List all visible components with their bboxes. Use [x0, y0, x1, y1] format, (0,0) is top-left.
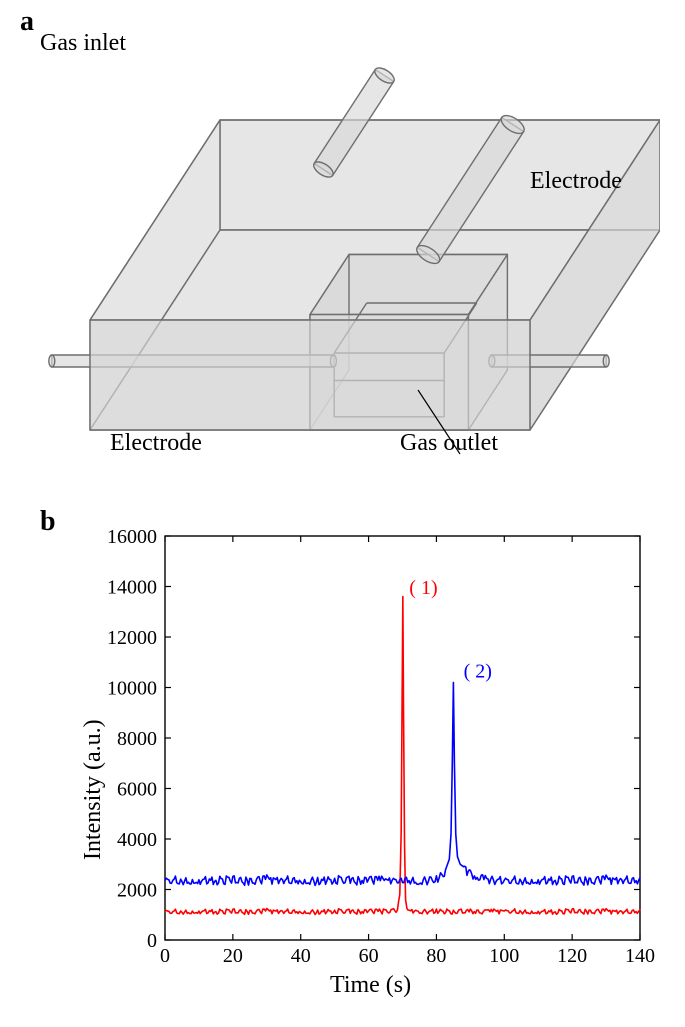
- y-axis-label: Intensity (a.u.): [80, 719, 107, 860]
- svg-text:12000: 12000: [107, 627, 157, 649]
- svg-text:( 2): ( 2): [464, 660, 492, 682]
- svg-text:6000: 6000: [117, 779, 157, 801]
- svg-text:4000: 4000: [117, 829, 157, 851]
- page: { "panel_a": { "label": "a", "label_pos"…: [0, 0, 685, 1027]
- label-electrode-left: Electrode: [110, 430, 202, 457]
- svg-text:10000: 10000: [107, 678, 157, 700]
- svg-text:120: 120: [557, 945, 587, 967]
- x-axis-label: Time (s): [330, 972, 411, 999]
- label-gas-inlet: Gas inlet: [40, 30, 126, 57]
- svg-text:20: 20: [223, 945, 243, 967]
- diagram-3d: [30, 20, 660, 500]
- label-gas-outlet: Gas outlet: [400, 430, 498, 457]
- svg-text:100: 100: [489, 945, 519, 967]
- label-electrode-right: Electrode: [530, 168, 622, 195]
- svg-text:( 1): ( 1): [409, 577, 437, 599]
- svg-text:80: 80: [426, 945, 446, 967]
- svg-text:14000: 14000: [107, 577, 157, 599]
- svg-text:0: 0: [147, 930, 157, 952]
- svg-text:8000: 8000: [117, 728, 157, 750]
- intensity-chart: 0 20 40 60 80 100 120 140 0 2000 4000 6000 8000 10000…: [60, 520, 660, 1000]
- svg-text:60: 60: [359, 945, 379, 967]
- svg-text:0: 0: [160, 945, 170, 967]
- svg-text:2000: 2000: [117, 880, 157, 902]
- svg-text:16000: 16000: [107, 526, 157, 548]
- svg-text:140: 140: [625, 945, 655, 967]
- panel-b-label: b: [40, 506, 56, 538]
- svg-text:40: 40: [291, 945, 311, 967]
